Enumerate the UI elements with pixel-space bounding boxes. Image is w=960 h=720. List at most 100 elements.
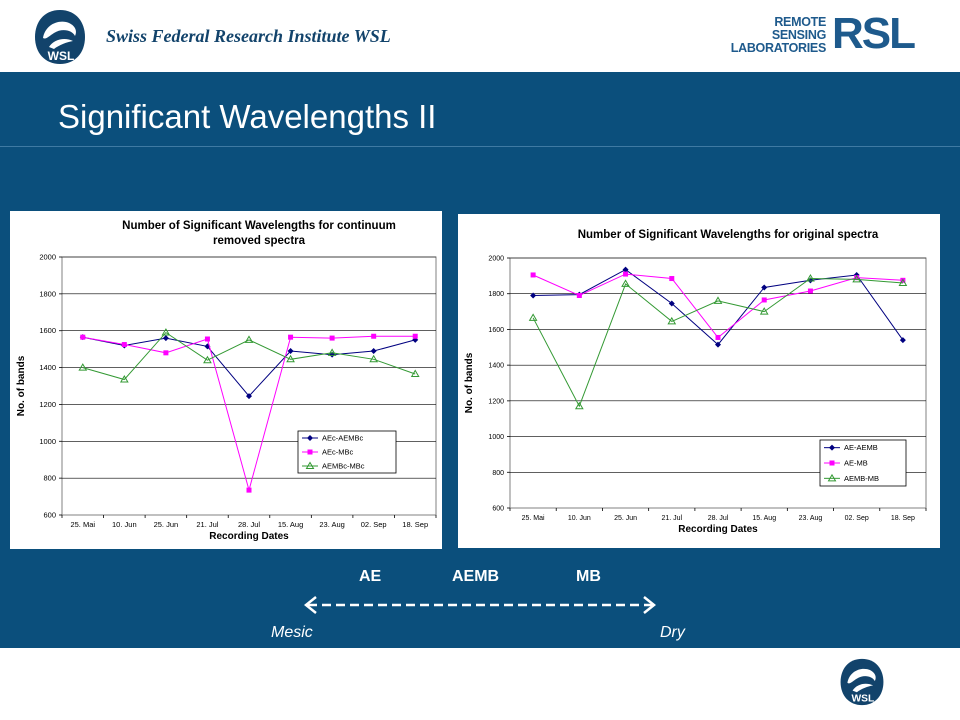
svg-text:WSL: WSL — [851, 694, 874, 705]
data-point — [761, 284, 768, 291]
y-tick-label: 800 — [43, 474, 56, 483]
data-point — [288, 334, 294, 340]
data-point — [852, 274, 862, 283]
x-tick-label: 25. Jun — [614, 515, 637, 522]
series-line — [532, 277, 903, 408]
x-tick-label: 10. Jun — [568, 515, 591, 522]
institute-name: Swiss Federal Research Institute WSL — [106, 26, 391, 46]
data-point — [898, 278, 908, 286]
legend-label: AE-MB — [844, 459, 868, 468]
x-axis-label: Recording Dates — [678, 524, 758, 535]
data-point — [162, 335, 169, 342]
svg-text:WSL: WSL — [48, 49, 75, 63]
data-point — [327, 348, 337, 356]
y-tick-label: 600 — [492, 506, 504, 513]
top-bar: WSL Swiss Federal Research Institute WSL… — [0, 0, 960, 72]
data-point — [204, 336, 210, 342]
data-point — [759, 307, 769, 315]
data-point — [622, 266, 629, 273]
data-point — [807, 288, 813, 294]
data-point — [899, 337, 906, 344]
y-tick-label: 1400 — [488, 363, 504, 370]
data-point — [287, 347, 294, 354]
legend-label: AE-AEMB — [844, 443, 878, 452]
x-tick-label: 18. Sep — [402, 520, 428, 529]
data-point — [761, 297, 767, 303]
data-point — [244, 335, 254, 343]
data-point — [307, 435, 313, 441]
y-tick-label: 1600 — [39, 326, 56, 335]
x-tick-label: 15. Aug — [278, 520, 303, 529]
data-point — [163, 350, 169, 356]
y-tick-label: 600 — [43, 511, 56, 520]
data-point — [713, 296, 723, 304]
rsl-logo-line: LABORATORIES — [730, 41, 827, 55]
data-point — [528, 313, 538, 321]
data-point — [530, 272, 536, 278]
x-tick-label: 23. Aug — [319, 520, 344, 529]
data-point — [806, 274, 815, 282]
data-point — [829, 460, 835, 466]
y-tick-label: 1200 — [39, 400, 56, 409]
data-point — [371, 333, 377, 339]
moisture-scale-labels: AE AEMB MB — [0, 568, 960, 592]
y-tick-label: 1600 — [488, 327, 504, 334]
data-point — [307, 449, 313, 455]
x-tick-label: 18. Sep — [891, 515, 915, 522]
scale-end-mesic: Mesic — [271, 624, 313, 641]
data-point — [203, 355, 212, 364]
data-point — [286, 354, 295, 363]
x-tick-label: 25. Mai — [70, 520, 95, 529]
x-tick-label: 21. Jul — [661, 515, 682, 522]
scale-label-ae: AE — [359, 568, 382, 585]
chart-original-spectra: Number of Significant Wavelengths for or… — [464, 229, 927, 535]
x-axis-label: Recording Dates — [209, 531, 289, 542]
x-tick-label: 28. Jul — [708, 515, 729, 522]
data-point — [530, 292, 537, 299]
data-point — [667, 316, 677, 325]
y-tick-label: 800 — [492, 470, 504, 477]
chart-panel-continuum: Number of Significant Wavelengths for co… — [10, 211, 442, 549]
data-point — [305, 461, 315, 469]
y-tick-label: 1800 — [488, 291, 504, 298]
data-point — [369, 354, 379, 363]
series-line — [82, 331, 416, 381]
rsl-logo: REMOTE SENSING LABORATORIES RSL — [728, 8, 928, 64]
scale-end-dry: Dry — [660, 624, 685, 641]
data-point — [246, 487, 252, 493]
chart-title: Number of Significant Wavelengths for co… — [122, 220, 396, 232]
scale-label-mb: MB — [576, 568, 601, 585]
data-point — [246, 393, 252, 400]
data-point — [161, 328, 171, 336]
title-divider — [0, 146, 960, 147]
y-tick-label: 1200 — [488, 398, 504, 405]
data-point — [669, 276, 675, 282]
y-axis-label: No. of bands — [16, 355, 27, 416]
chart-continuum-removed: Number of Significant Wavelengths for co… — [16, 220, 437, 542]
legend-label: AEMBc-MBc — [322, 462, 365, 471]
x-tick-label: 15. Aug — [752, 515, 776, 522]
scale-label-aemb: AEMB — [452, 568, 500, 585]
data-point — [80, 334, 86, 340]
data-point — [412, 333, 418, 339]
legend-label: AEc-AEMBc — [322, 434, 364, 443]
plot-area — [61, 256, 437, 516]
x-tick-label: 10. Jun — [112, 520, 137, 529]
page-title: Significant Wavelengths II — [58, 98, 437, 135]
data-point — [854, 275, 860, 281]
data-point — [623, 271, 629, 277]
rsl-logo-line: REMOTE — [774, 15, 826, 29]
rsl-logo-mark: RSL — [832, 9, 916, 58]
x-tick-label: 21. Jul — [196, 520, 218, 529]
y-tick-label: 1400 — [39, 363, 56, 372]
data-point — [827, 473, 837, 482]
x-tick-label: 02. Sep — [361, 520, 387, 529]
x-tick-label: 28. Jul — [238, 520, 260, 529]
chart-title: Number of Significant Wavelengths for or… — [578, 229, 879, 241]
data-point — [78, 363, 88, 371]
data-point — [829, 444, 835, 451]
legend-label: AEMB-MB — [844, 474, 879, 483]
data-point — [715, 341, 721, 348]
x-tick-label: 02. Sep — [845, 515, 869, 522]
y-tick-label: 2000 — [488, 256, 504, 263]
